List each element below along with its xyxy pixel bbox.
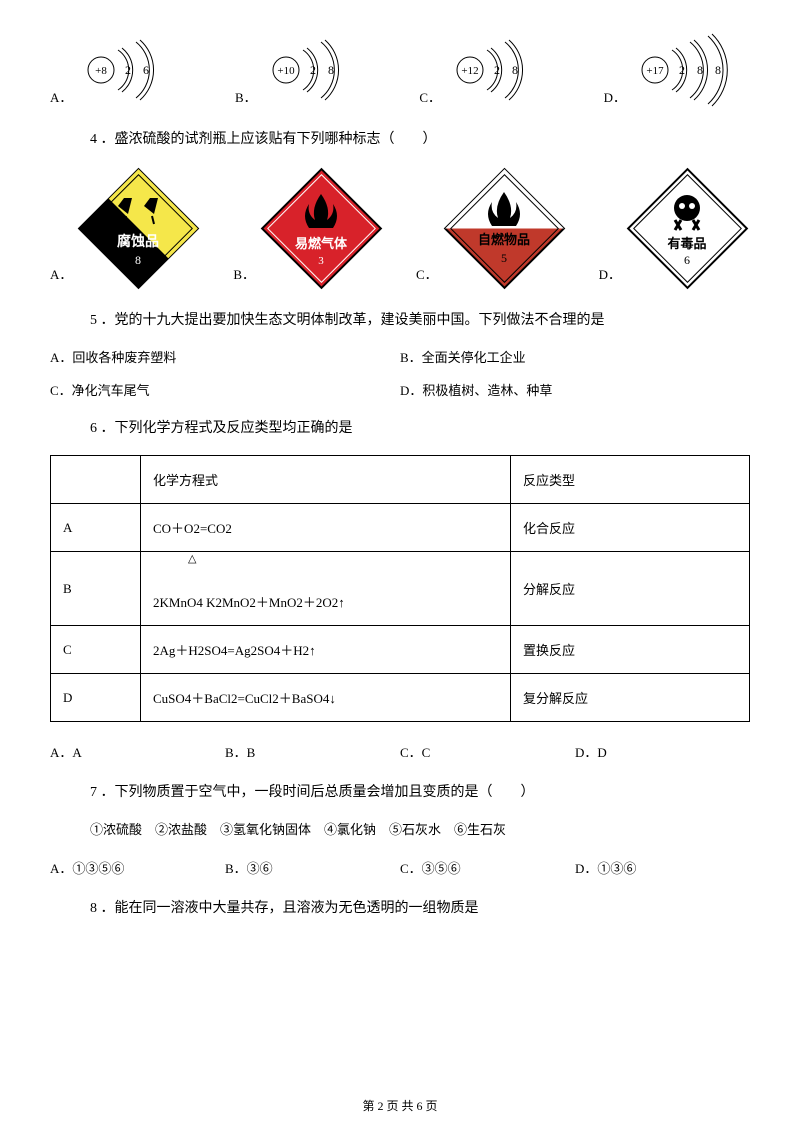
svg-text:5: 5	[501, 251, 507, 265]
svg-text:+12: +12	[461, 65, 478, 77]
row-equation: 2Ag＋H2SO4=Ag2SO4＋H2↑	[141, 626, 511, 674]
svg-text:2: 2	[310, 63, 316, 77]
option-a: A．A	[50, 742, 225, 761]
row-label: B	[51, 552, 141, 626]
option-label: A．	[50, 87, 72, 110]
svg-text:8: 8	[697, 63, 703, 77]
svg-text:8: 8	[715, 63, 721, 77]
svg-text:+10: +10	[277, 65, 295, 77]
question-4-text: 4 ．盛浓硫酸的试剂瓶上应该贴有下列哪种标志（ ）	[90, 128, 750, 148]
option-label: C．	[419, 87, 441, 110]
atom-diagram-icon: +17 2 8 8	[630, 30, 750, 110]
question-7-text: 7 ．下列物质置于空气中，一段时间后总质量会增加且变质的是（ ）	[90, 781, 750, 801]
svg-text:腐蚀品: 腐蚀品	[117, 233, 159, 250]
table-header-row: 化学方程式 反应类型	[51, 456, 750, 504]
row-label: D	[51, 674, 141, 722]
svg-text:6: 6	[143, 63, 149, 77]
table-row: D CuSO4＋BaCl2=CuCl2＋BaSO4↓ 复分解反应	[51, 674, 750, 722]
question-7-subs: ①浓硫酸 ②浓盐酸 ③氢氧化钠固体 ④氯化钠 ⑤石灰水 ⑥生石灰	[90, 819, 750, 838]
header-equation: 化学方程式	[141, 456, 511, 504]
atom-option-a: A． +8 2 6	[50, 30, 176, 110]
question-7-options: A．①③⑤⑥ B．③⑥ C．③⑤⑥ D．①③⑥	[50, 858, 750, 877]
row-equation: 2KMnO4 K2MnO2＋MnO2＋2O2↑	[141, 552, 511, 626]
table-row: B 2KMnO4 K2MnO2＋MnO2＋2O2↑ 分解反应	[51, 552, 750, 626]
option-label: A．	[50, 264, 72, 291]
svg-text:+17: +17	[646, 65, 664, 77]
svg-text:3: 3	[318, 255, 324, 267]
hazard-option-a: A． 腐蚀品 8	[50, 166, 201, 291]
table-row: C 2Ag＋H2SO4=Ag2SO4＋H2↑ 置换反应	[51, 626, 750, 674]
header-type: 反应类型	[511, 456, 750, 504]
svg-text:+8: +8	[96, 65, 108, 77]
svg-text:8: 8	[328, 63, 334, 77]
question-5-options: A．回收各种废弃塑料 B．全面关停化工企业 C．净化汽车尾气 D．积极植树、造林…	[50, 347, 750, 399]
hazard-option-c: C． 自燃物品 5	[416, 166, 567, 291]
question-6-text: 6 ．下列化学方程式及反应类型均正确的是	[90, 417, 750, 437]
option-label: B．	[235, 87, 257, 110]
hazard-flammable-gas-icon: 易燃气体 3	[259, 166, 384, 291]
svg-text:2: 2	[125, 63, 131, 77]
option-c: C．C	[400, 742, 575, 761]
row-type: 化合反应	[511, 504, 750, 552]
row-type: 置换反应	[511, 626, 750, 674]
hazard-corrosive-icon: 腐蚀品 8	[76, 166, 201, 291]
atom-diagram-icon: +10 2 8	[261, 30, 361, 110]
question-5-text: 5 ．党的十九大提出要加快生态文明体制改革，建设美丽中国。下列做法不合理的是	[90, 309, 750, 329]
row-type: 分解反应	[511, 552, 750, 626]
row-equation: CuSO4＋BaCl2=CuCl2＋BaSO4↓	[141, 674, 511, 722]
option-b: B．全面关停化工企业	[400, 347, 750, 366]
option-d: D．D	[575, 742, 750, 761]
hazard-spontaneous-icon: 自燃物品 5	[442, 166, 567, 291]
atom-diagram-row: A． +8 2 6 B． +10 2 8 C． +12	[50, 30, 750, 110]
page-footer: 第 2 页 共 6 页	[0, 1097, 800, 1114]
row-label: C	[51, 626, 141, 674]
atom-option-c: C． +12 2 8	[419, 30, 545, 110]
atom-option-b: B． +10 2 8	[235, 30, 361, 110]
svg-text:2: 2	[679, 63, 685, 77]
option-label: D．	[599, 264, 621, 291]
svg-text:8: 8	[512, 63, 518, 77]
option-label: D．	[604, 87, 626, 110]
atom-option-d: D． +17 2 8 8	[604, 30, 750, 110]
option-c: C．净化汽车尾气	[50, 380, 400, 399]
question-8-text: 8 ．能在同一溶液中大量共存，且溶液为无色透明的一组物质是	[90, 897, 750, 917]
row-label: A	[51, 504, 141, 552]
option-b: B．B	[225, 742, 400, 761]
row-type: 复分解反应	[511, 674, 750, 722]
hazard-option-b: B． 易燃气体 3	[233, 166, 384, 291]
option-a: A．①③⑤⑥	[50, 858, 225, 877]
svg-text:有毒品: 有毒品	[667, 236, 706, 251]
svg-text:自燃物品: 自燃物品	[478, 232, 530, 247]
atom-diagram-icon: +8 2 6	[76, 30, 176, 110]
hazard-sign-row: A． 腐蚀品 8 B． 易燃气体 3 C．	[50, 166, 750, 291]
hazard-toxic-icon: 有毒品 6	[625, 166, 750, 291]
option-a: A．回收各种废弃塑料	[50, 347, 400, 366]
table-row: A CO＋O2=CO2 化合反应	[51, 504, 750, 552]
hazard-option-d: D． 有毒品 6	[599, 166, 750, 291]
option-label: B．	[233, 264, 255, 291]
option-d: D．积极植树、造林、种草	[400, 380, 750, 399]
row-equation: CO＋O2=CO2	[141, 504, 511, 552]
equation-table: 化学方程式 反应类型 A CO＋O2=CO2 化合反应 B 2KMnO4 K2M…	[50, 455, 750, 722]
svg-text:2: 2	[494, 63, 500, 77]
option-d: D．①③⑥	[575, 858, 750, 877]
svg-text:6: 6	[684, 253, 690, 267]
question-6-options: A．A B．B C．C D．D	[50, 742, 750, 761]
atom-diagram-icon: +12 2 8	[445, 30, 545, 110]
option-b: B．③⑥	[225, 858, 400, 877]
svg-text:易燃气体: 易燃气体	[295, 236, 348, 251]
option-c: C．③⑤⑥	[400, 858, 575, 877]
svg-text:8: 8	[135, 253, 141, 267]
option-label: C．	[416, 264, 438, 291]
